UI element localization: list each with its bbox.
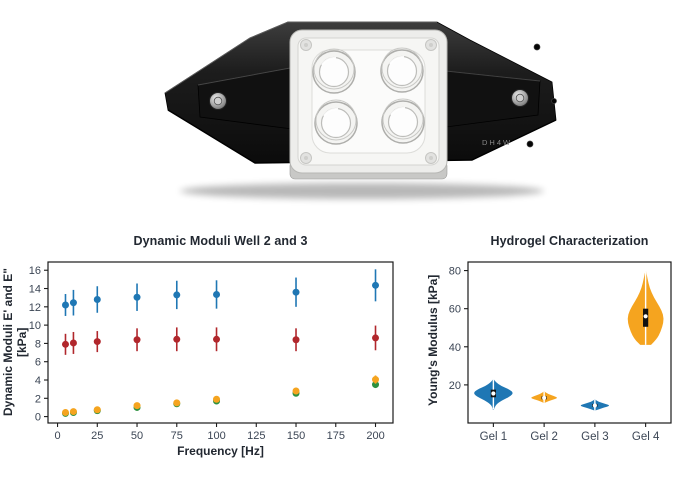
well: [312, 48, 356, 94]
svg-text:0: 0: [54, 430, 60, 442]
svg-text:25: 25: [91, 430, 103, 442]
violin-gel-1: [474, 379, 513, 410]
svg-text:14: 14: [29, 284, 41, 296]
series-modulus-orange: [61, 375, 380, 416]
well: [314, 99, 358, 145]
device-illustration: DH4W: [164, 21, 557, 199]
svg-text:80: 80: [449, 266, 461, 278]
svg-text:Gel 2: Gel 2: [530, 431, 558, 443]
svg-text:50: 50: [131, 430, 143, 442]
engraving-label: DH4W: [482, 138, 512, 147]
svg-text:100: 100: [207, 430, 225, 442]
well: [380, 47, 424, 93]
svg-text:Gel 1: Gel 1: [480, 431, 508, 443]
well-chamber: [289, 29, 448, 180]
svg-text:8: 8: [35, 338, 41, 350]
x-axis-label: Frequency [Hz]: [177, 444, 264, 458]
device-shadow: [180, 183, 544, 199]
violin-gel-4: [627, 271, 664, 345]
svg-text:10: 10: [29, 320, 41, 332]
svg-text:40: 40: [449, 342, 461, 354]
svg-text:150: 150: [287, 430, 305, 442]
svg-text:75: 75: [171, 430, 183, 442]
plate-edge-highlight: [164, 21, 437, 94]
violin-gel-2: [531, 391, 557, 403]
svg-text:16: 16: [29, 265, 41, 277]
svg-text:12: 12: [29, 302, 41, 314]
corner-screw-icon: [300, 39, 437, 164]
mounting-hole: [533, 43, 541, 51]
series-modulus-red: [61, 325, 380, 355]
scatter-plot-canvas: 0 25 50 75 100 125 150 175 200 0 2 4 6 8 10 12 14 16: [29, 261, 394, 442]
hydrogel-characterization-chart: Hydrogel Characterization Young's Modulu…: [425, 230, 683, 477]
well: [381, 98, 425, 144]
mounting-hole: [551, 98, 557, 104]
device-photo: DH4W: [140, 5, 580, 215]
svg-text:125: 125: [247, 430, 265, 442]
series-modulus-green: [61, 381, 380, 417]
svg-text:0: 0: [35, 412, 41, 424]
chart-title: Hydrogel Characterization: [490, 234, 649, 248]
svg-text:200: 200: [366, 430, 384, 442]
svg-text:Gel 4: Gel 4: [632, 431, 660, 443]
mounting-hole: [526, 140, 534, 148]
svg-text:Gel 3: Gel 3: [581, 431, 609, 443]
svg-text:20: 20: [449, 380, 461, 392]
svg-text:2: 2: [35, 393, 41, 405]
chart-title: Dynamic Moduli Well 2 and 3: [133, 234, 308, 248]
violin-gel-3: [580, 399, 610, 411]
svg-text:175: 175: [327, 430, 345, 442]
violin-plot-canvas: 20 40 60 80 Gel 1 Gel 2 Gel 3 Gel 4: [449, 261, 672, 443]
svg-text:60: 60: [449, 304, 461, 316]
svg-text:4: 4: [35, 375, 41, 387]
series-modulus-blue: [61, 269, 380, 316]
culture-wells: [312, 47, 425, 145]
svg-text:6: 6: [35, 357, 41, 369]
dynamic-moduli-chart: Dynamic Moduli Well 2 and 3 Dynamic Modu…: [0, 230, 430, 477]
